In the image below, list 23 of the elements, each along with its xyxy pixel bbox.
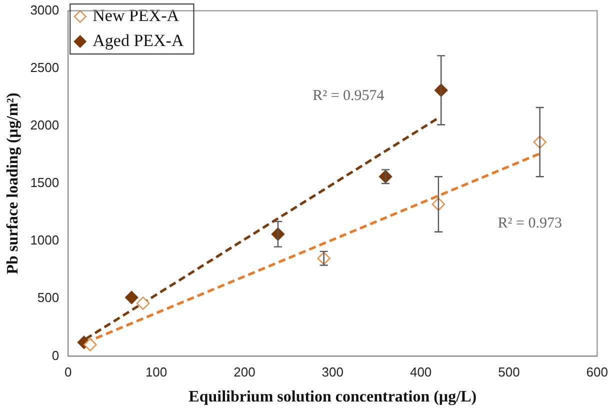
x-axis-title: Equilibrium solution concentration (µg/L)	[188, 388, 477, 406]
legend-label: New PEX-A	[92, 6, 180, 25]
y-tick-label: 2000	[30, 118, 60, 133]
x-tick-label: 600	[586, 364, 608, 380]
y-tick-label: 2500	[30, 60, 60, 75]
annotation: R² = 0.9574	[312, 88, 385, 104]
point	[136, 296, 150, 310]
y-tick-label: 0	[52, 348, 60, 363]
y-tick-label: 500	[37, 290, 60, 306]
y-tick-label: 1000	[30, 232, 60, 248]
x-tick-label: 300	[322, 364, 344, 380]
x-tick-label: 0	[64, 364, 72, 380]
y-tick-label: 1500	[30, 175, 60, 190]
x-tick-label: 500	[498, 364, 520, 380]
x-tick-label: 100	[145, 364, 168, 380]
legend-label: Aged PEX-A	[92, 30, 184, 50]
x-tick-label: 200	[234, 364, 256, 380]
point	[84, 338, 97, 352]
x-tick-label: 400	[410, 364, 432, 380]
point	[125, 290, 138, 304]
y-tick-label: 3000	[30, 2, 60, 18]
annotation: R² = 0.973	[498, 216, 562, 232]
y-axis-title: Pb surface loading (µg/m²)	[4, 92, 22, 274]
